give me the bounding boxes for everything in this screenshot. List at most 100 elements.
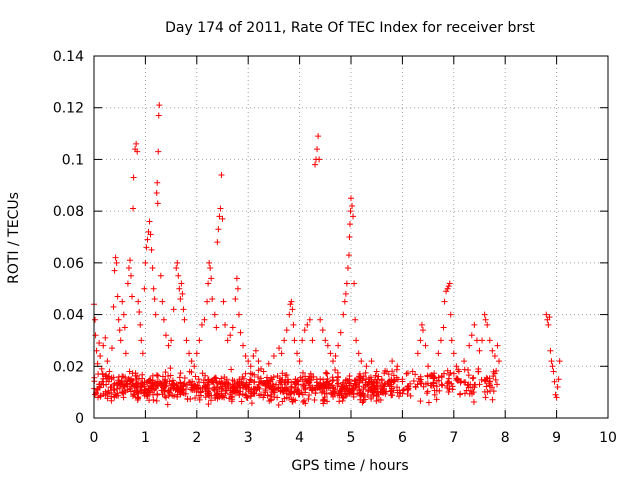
data-point xyxy=(357,377,364,384)
data-point xyxy=(179,290,186,297)
data-point xyxy=(176,386,183,393)
x-axis-label: GPS time / hours xyxy=(291,458,408,474)
data-point xyxy=(353,376,360,383)
data-point xyxy=(409,368,416,375)
data-point xyxy=(375,373,382,380)
data-point xyxy=(154,200,161,207)
data-point xyxy=(287,390,294,397)
data-point xyxy=(343,280,350,287)
data-point xyxy=(297,374,304,381)
x-axis-ticks: 0 1 2 3 4 5 6 7 8 9 10 xyxy=(90,56,617,446)
data-point xyxy=(121,387,128,394)
data-point xyxy=(302,400,309,407)
data-point xyxy=(229,324,236,331)
data-point xyxy=(130,205,137,212)
data-point xyxy=(238,398,245,405)
data-point xyxy=(492,376,499,383)
data-point xyxy=(326,380,333,387)
data-point xyxy=(124,386,131,393)
x-tick-label: 0 xyxy=(90,430,99,446)
data-point xyxy=(368,358,375,365)
data-point xyxy=(157,272,164,279)
data-point xyxy=(350,213,357,220)
data-point xyxy=(153,190,160,197)
data-point xyxy=(270,374,277,381)
data-point xyxy=(550,368,557,375)
data-point xyxy=(301,397,308,404)
data-point xyxy=(346,373,353,380)
data-point xyxy=(146,397,153,404)
data-point xyxy=(363,363,370,370)
data-point xyxy=(165,392,172,399)
data-point xyxy=(380,383,387,390)
data-point xyxy=(177,379,184,386)
data-point xyxy=(433,377,440,384)
data-point xyxy=(154,179,161,186)
data-point xyxy=(142,259,149,266)
data-point xyxy=(159,373,166,380)
data-point xyxy=(242,370,249,377)
data-point xyxy=(229,385,236,392)
data-point xyxy=(155,148,162,155)
data-point xyxy=(296,390,303,397)
x-tick-label: 1 xyxy=(141,430,150,446)
data-point xyxy=(281,384,288,391)
data-point xyxy=(261,380,268,387)
data-point xyxy=(555,376,562,383)
data-point xyxy=(141,392,148,399)
data-point xyxy=(240,342,247,349)
data-point xyxy=(218,171,225,178)
data-points xyxy=(91,102,563,409)
data-point xyxy=(243,392,250,399)
data-point xyxy=(484,321,491,328)
data-point xyxy=(273,381,280,388)
data-point xyxy=(137,321,144,328)
data-point xyxy=(404,383,411,390)
data-point xyxy=(417,337,424,344)
data-point xyxy=(205,401,212,408)
data-point xyxy=(236,376,243,383)
data-point xyxy=(111,387,118,394)
y-tick-label: 0.02 xyxy=(53,359,84,375)
data-point xyxy=(147,382,154,389)
data-point xyxy=(248,377,255,384)
data-point xyxy=(111,380,118,387)
data-point xyxy=(493,367,500,374)
data-point xyxy=(454,377,461,384)
data-point xyxy=(427,382,434,389)
data-point xyxy=(355,350,362,357)
data-point xyxy=(99,378,106,385)
data-point xyxy=(342,290,349,297)
data-point xyxy=(270,352,277,359)
data-point xyxy=(255,373,262,380)
data-point xyxy=(316,156,323,163)
data-point xyxy=(435,350,442,357)
data-point xyxy=(191,383,198,390)
data-point xyxy=(377,389,384,396)
data-point xyxy=(344,265,351,272)
data-point xyxy=(180,306,187,313)
y-axis-ticks: 0 0.02 0.04 0.06 0.08 0.1 0.12 0.14 xyxy=(53,49,608,427)
data-point xyxy=(383,368,390,375)
data-point xyxy=(369,389,376,396)
data-point xyxy=(268,374,275,381)
data-point xyxy=(235,380,242,387)
data-point xyxy=(431,391,438,398)
data-point xyxy=(372,386,379,393)
data-point xyxy=(295,381,302,388)
data-point xyxy=(218,386,225,393)
data-point xyxy=(422,381,429,388)
data-point xyxy=(177,296,184,303)
x-tick-label: 9 xyxy=(552,430,561,446)
data-point xyxy=(108,376,115,383)
data-point xyxy=(545,321,552,328)
data-point xyxy=(174,259,181,266)
data-point xyxy=(289,306,296,313)
data-point xyxy=(108,393,115,400)
data-point xyxy=(97,352,104,359)
data-point xyxy=(496,358,503,365)
data-point xyxy=(425,399,432,406)
data-point xyxy=(154,382,161,389)
data-point xyxy=(430,379,437,386)
data-point xyxy=(323,379,330,386)
